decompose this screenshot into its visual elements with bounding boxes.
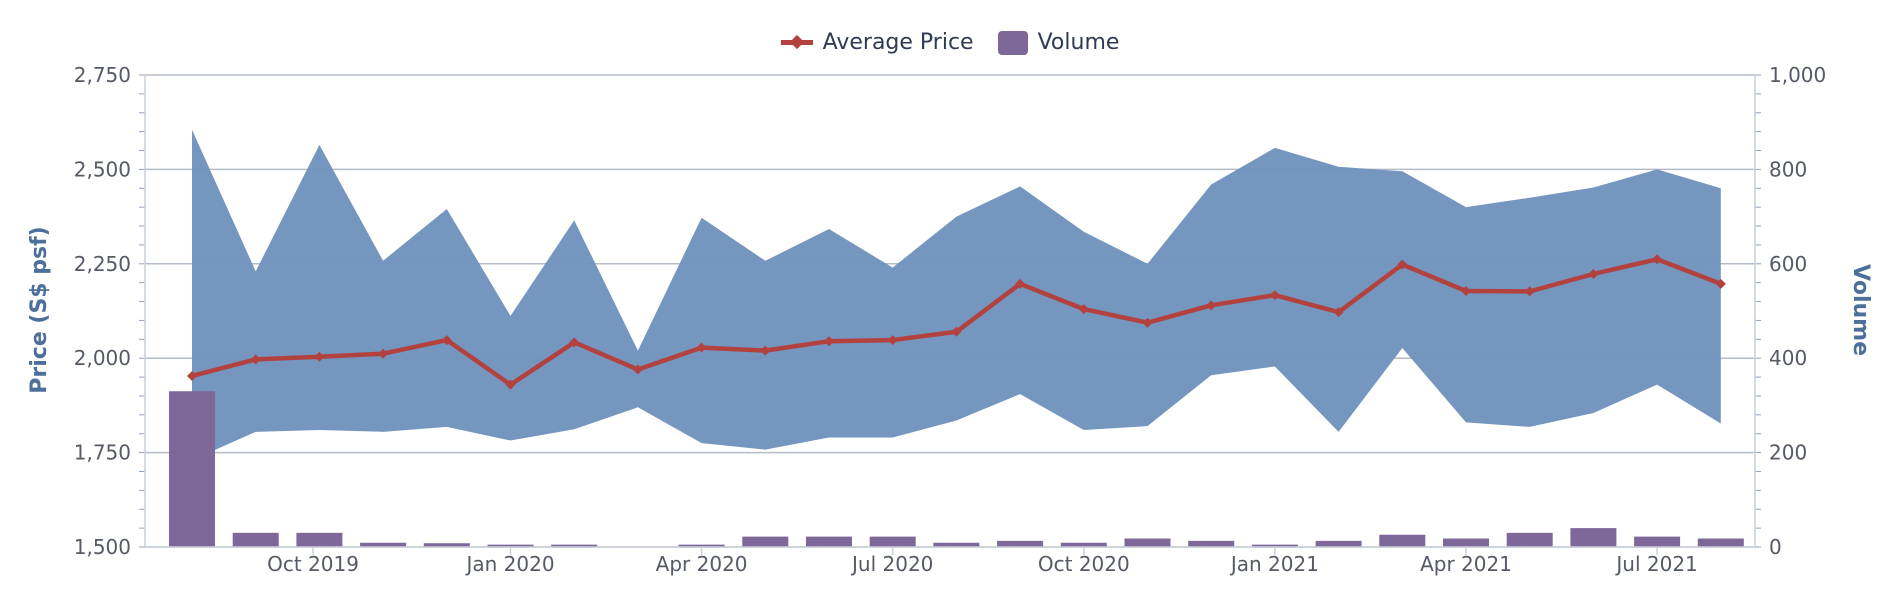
y-right-tick-label: 400	[1769, 346, 1807, 370]
average-price-point	[1397, 259, 1408, 270]
average-price-point	[250, 354, 261, 365]
average-price-point	[378, 348, 389, 359]
axes: 1,500 1,750 2,000 2,250 2,500 2,750 0 200 400 600…	[74, 63, 1827, 576]
average-price-point	[1715, 278, 1726, 289]
average-price-point	[1652, 254, 1663, 265]
y-right-tick-label: 200	[1769, 441, 1807, 465]
average-price-series	[187, 254, 1726, 390]
volume-bar	[869, 536, 916, 547]
y-right-tick-label: 1,000	[1769, 63, 1826, 87]
x-tick-label: Jul 2020	[850, 552, 933, 576]
y-axis-right-title: Volume	[1848, 264, 1873, 356]
average-price-point	[187, 370, 197, 381]
legend-label-average-price: Average Price	[822, 30, 974, 55]
average-price-point	[1269, 290, 1280, 301]
volume-bar	[742, 536, 789, 547]
x-tick-label: Apr 2021	[1420, 552, 1512, 576]
volume-bar	[933, 542, 980, 547]
legend-item-volume[interactable]: Volume	[997, 30, 1120, 55]
y-right-tick-label: 600	[1769, 252, 1807, 276]
x-tick-label: Jul 2021	[1614, 552, 1697, 576]
volume-bar	[678, 544, 725, 547]
volume-bar	[169, 391, 215, 547]
average-price-line-swatch	[780, 40, 813, 45]
average-price-point	[441, 335, 452, 346]
price-range-area	[192, 129, 1721, 461]
y-right-tick-label: 800	[1769, 157, 1807, 181]
volume-bar	[997, 540, 1044, 547]
volume-bar	[1124, 538, 1171, 547]
average-price-point	[1078, 304, 1089, 315]
y-axis-left-title: Price (S$ psf)	[27, 226, 52, 393]
volume-bar	[1506, 532, 1553, 547]
average-price-point	[951, 326, 962, 337]
volume-bar	[423, 543, 470, 547]
x-tick-label: Jan 2020	[464, 552, 554, 576]
volume-bar	[232, 532, 279, 547]
average-price-point	[1461, 285, 1471, 296]
volume-bar	[1634, 536, 1681, 547]
volume-bar	[1443, 538, 1489, 547]
volume-bar	[1251, 544, 1298, 547]
y-left-tick-label: 2,750	[74, 63, 131, 87]
legend-item-average-price[interactable]: Average Price	[780, 30, 974, 55]
average-price-point	[824, 336, 834, 347]
volume-bars	[169, 391, 1744, 547]
legend-label-volume: Volume	[1037, 30, 1120, 55]
y-left-tick-label: 2,000	[74, 346, 131, 370]
volume-bar	[1060, 542, 1107, 547]
average-price-point	[1333, 307, 1344, 318]
y-right-tick-label: 0	[1769, 535, 1782, 559]
volume-bar	[1697, 538, 1744, 547]
volume-bar	[296, 532, 343, 547]
y-left-tick-label: 2,500	[74, 157, 131, 181]
average-price-point	[314, 351, 325, 362]
volume-bar	[1188, 540, 1235, 547]
average-price-point	[505, 379, 516, 390]
volume-bar	[1379, 534, 1426, 547]
x-tick-label: Apr 2020	[656, 552, 748, 576]
volume-bar	[806, 536, 852, 547]
y-left-tick-label: 1,750	[74, 441, 131, 465]
volume-box-swatch	[997, 30, 1028, 55]
chart-legend: Average Price Volume	[0, 30, 1900, 55]
average-price-point	[1524, 286, 1535, 297]
volume-bar	[487, 544, 534, 547]
volume-bar	[1570, 528, 1617, 547]
average-price-point	[1588, 268, 1599, 279]
volume-bar	[551, 544, 598, 547]
x-tick-label: Jan 2021	[1229, 552, 1319, 576]
y-left-tick-label: 1,500	[74, 535, 131, 559]
y-left-tick-label: 2,250	[74, 252, 131, 276]
average-price-point	[632, 364, 643, 375]
x-tick-label: Oct 2020	[1038, 552, 1130, 576]
average-price-point	[1142, 317, 1153, 328]
average-price-point	[887, 335, 898, 346]
volume-bar	[360, 542, 407, 547]
average-price-point	[1015, 278, 1026, 289]
average-price-point	[569, 337, 580, 348]
average-price-point	[696, 342, 707, 353]
average-price-point	[760, 345, 771, 356]
average-price-point	[1206, 300, 1217, 311]
volume-bar	[1315, 540, 1362, 547]
price-range-band	[192, 129, 1721, 461]
x-tick-label: Oct 2019	[267, 552, 359, 576]
